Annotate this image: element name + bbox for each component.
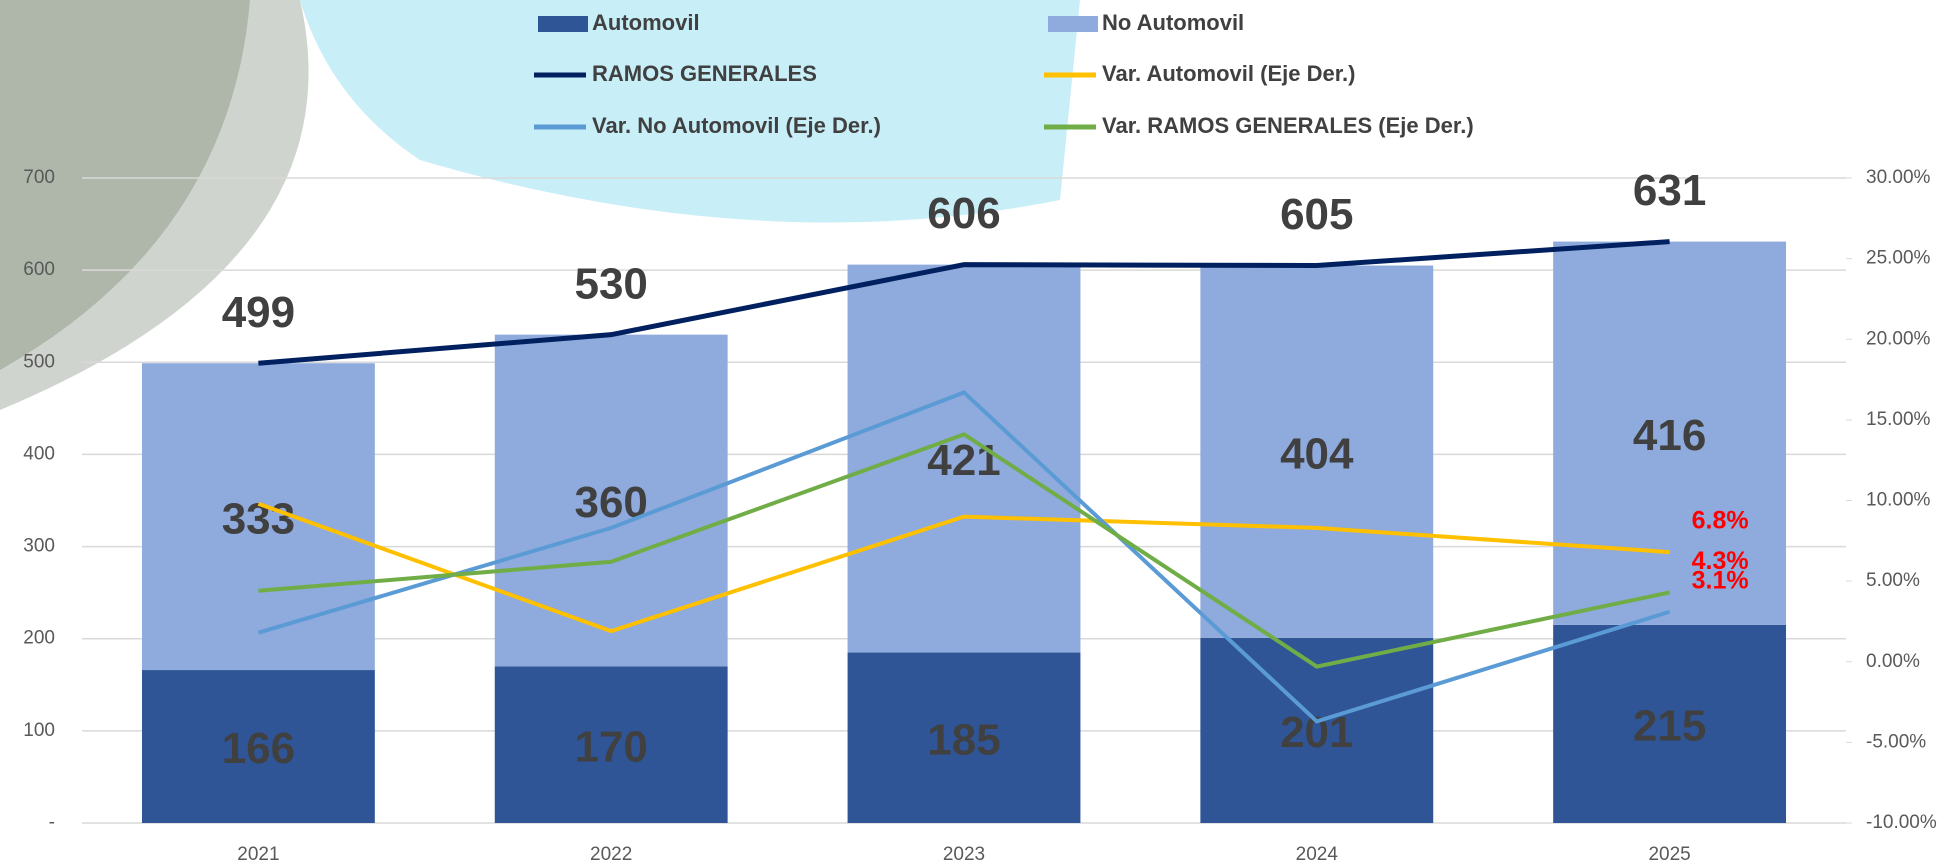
line — [257, 390, 1671, 724]
line — [257, 501, 1670, 634]
background-decoration — [0, 0, 1080, 410]
legend-label: Var. No Automovil (Eje Der.) — [592, 113, 881, 138]
bar — [847, 652, 1081, 823]
y2-tick-label: 0.00% — [1866, 651, 1920, 672]
bar-value-label: 333 — [222, 494, 295, 543]
bar — [141, 363, 375, 671]
y-tick-label: 400 — [23, 443, 55, 464]
bar-value-label: 201 — [1280, 708, 1353, 757]
y2-tick-label: 5.00% — [1866, 570, 1920, 591]
bar-value-label: 404 — [1280, 429, 1354, 478]
y2-tick-label: -10.00% — [1866, 812, 1937, 833]
bar — [847, 264, 1081, 653]
y2-tick-label: 30.00% — [1866, 167, 1931, 188]
y-tick-label: 100 — [23, 720, 55, 741]
y-tick-label: 700 — [23, 167, 55, 188]
total-label: 499 — [222, 288, 295, 337]
y-tick-label: 500 — [23, 351, 55, 372]
bar — [141, 670, 375, 823]
legend-label: Var. Automovil (Eje Der.) — [1102, 61, 1355, 86]
x-tick-label: 2022 — [590, 844, 632, 865]
y2-tick-label: 25.00% — [1866, 248, 1931, 269]
legend-label: RAMOS GENERALES — [592, 61, 817, 86]
bar — [494, 666, 728, 823]
bar-value-label: 170 — [574, 722, 647, 771]
bar — [1553, 624, 1787, 823]
y-tick-label: 600 — [23, 259, 55, 280]
bar-value-label: 185 — [927, 715, 1000, 764]
legend-label: Var. RAMOS GENERALES (Eje Der.) — [1102, 113, 1474, 138]
bar-value-label: 416 — [1633, 411, 1706, 460]
y-tick-label: - — [49, 812, 55, 833]
bar-value-label: 215 — [1633, 702, 1706, 751]
value-label: 6.8% — [1692, 507, 1749, 535]
x-tick-label: 2023 — [943, 844, 985, 865]
y2-tick-label: 20.00% — [1866, 328, 1931, 349]
y2-tick-label: 10.00% — [1866, 490, 1931, 511]
value-label: 4.3% — [1692, 547, 1749, 575]
legend-label: Automovil — [592, 10, 700, 35]
x-tick-label: 2024 — [1296, 844, 1339, 865]
total-label: 631 — [1633, 166, 1706, 215]
bar-value-label: 166 — [222, 724, 295, 773]
line — [258, 432, 1671, 669]
y2-tick-label: 15.00% — [1866, 409, 1931, 430]
total-label: 530 — [574, 259, 647, 308]
y-tick-label: 300 — [23, 536, 55, 557]
y-tick-label: 200 — [23, 628, 55, 649]
bar — [1553, 241, 1787, 625]
y2-tick-label: -5.00% — [1866, 731, 1926, 752]
x-tick-label: 2025 — [1648, 844, 1690, 865]
line — [258, 239, 1670, 366]
legend-swatch — [538, 16, 588, 32]
bar — [1200, 265, 1434, 638]
x-tick-label: 2021 — [237, 844, 279, 865]
total-label: 605 — [1280, 190, 1353, 239]
bar — [494, 334, 728, 667]
legend-label: No Automovil — [1102, 10, 1244, 35]
legend-swatch — [1048, 16, 1098, 32]
value-label: 3.1% — [1692, 566, 1749, 594]
total-label: 606 — [927, 189, 1000, 238]
bar — [1200, 637, 1434, 823]
